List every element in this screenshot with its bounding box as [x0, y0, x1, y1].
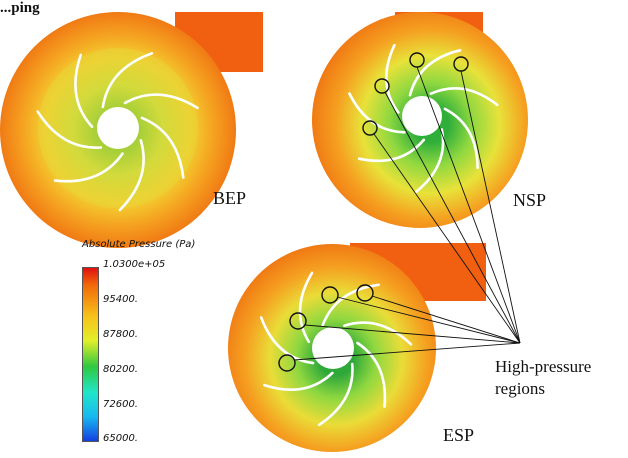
impeller-blade: [140, 116, 185, 179]
legend-tick: 72600.: [103, 399, 138, 410]
blades-esp: [259, 271, 413, 427]
impeller-blade: [357, 138, 426, 163]
impeller-blade: [429, 87, 499, 107]
impeller-blade: [101, 52, 154, 109]
leader-line: [336, 296, 521, 344]
impeller-blade: [53, 152, 124, 183]
leader-line: [460, 70, 521, 344]
legend-tick-min: 65000.: [103, 433, 138, 444]
impeller-blade: [118, 139, 145, 212]
impeller-blade: [123, 93, 199, 110]
legend-tick: 87800.: [103, 329, 138, 340]
legend-tick: 80200.: [103, 364, 138, 375]
hub-esp: [312, 327, 354, 369]
leader-line: [416, 66, 521, 344]
pump-nsp: [312, 12, 528, 228]
highlight-circle-nsp-3: [374, 78, 390, 94]
pump-esp: [228, 243, 486, 452]
impeller-blade: [443, 107, 479, 170]
annotation-line-1: High-pressure: [495, 357, 592, 376]
label-esp: ESP: [443, 425, 475, 445]
impeller-blade: [74, 53, 94, 128]
blades-bep: [36, 52, 199, 212]
highlight-circle-nsp-4: [362, 120, 378, 136]
impeller-blade: [318, 362, 354, 427]
annotation-high-pressure: High-pressure regions: [495, 356, 625, 400]
impeller-blade: [356, 341, 387, 408]
impeller-blade: [263, 371, 334, 392]
pump-bep: [0, 12, 263, 248]
highlight-circle-esp-1: [321, 286, 339, 304]
label-nsp: NSP: [513, 190, 547, 210]
corner-fragment: ...ping: [0, 0, 40, 16]
highlight-circle-esp-3: [289, 312, 307, 330]
annotation-line-2: regions: [495, 379, 546, 398]
highlight-circle-esp-4: [278, 354, 296, 372]
legend-tick: 95400.: [103, 294, 138, 305]
highlight-circle-esp-2: [356, 284, 374, 302]
leader-lines: [293, 66, 521, 361]
legend-tick-max: 1.0300e+05: [103, 259, 166, 270]
impeller-blade: [298, 271, 314, 344]
leader-line: [293, 342, 521, 361]
leader-line: [371, 295, 521, 344]
legend-title: Absolute Pressure (Pa): [82, 239, 196, 250]
hub-nsp: [402, 96, 442, 136]
impeller-blade: [259, 316, 315, 365]
impeller-blade: [343, 321, 413, 346]
impeller-blade: [36, 110, 103, 149]
legend-colorbar: [82, 267, 99, 442]
label-bep: BEP: [213, 188, 247, 208]
leader-line: [304, 324, 521, 344]
leader-line: [384, 91, 521, 344]
impeller-blade: [321, 283, 380, 327]
hub-bep: [97, 107, 139, 149]
leader-line: [373, 133, 521, 344]
impeller-blade: [408, 49, 462, 97]
